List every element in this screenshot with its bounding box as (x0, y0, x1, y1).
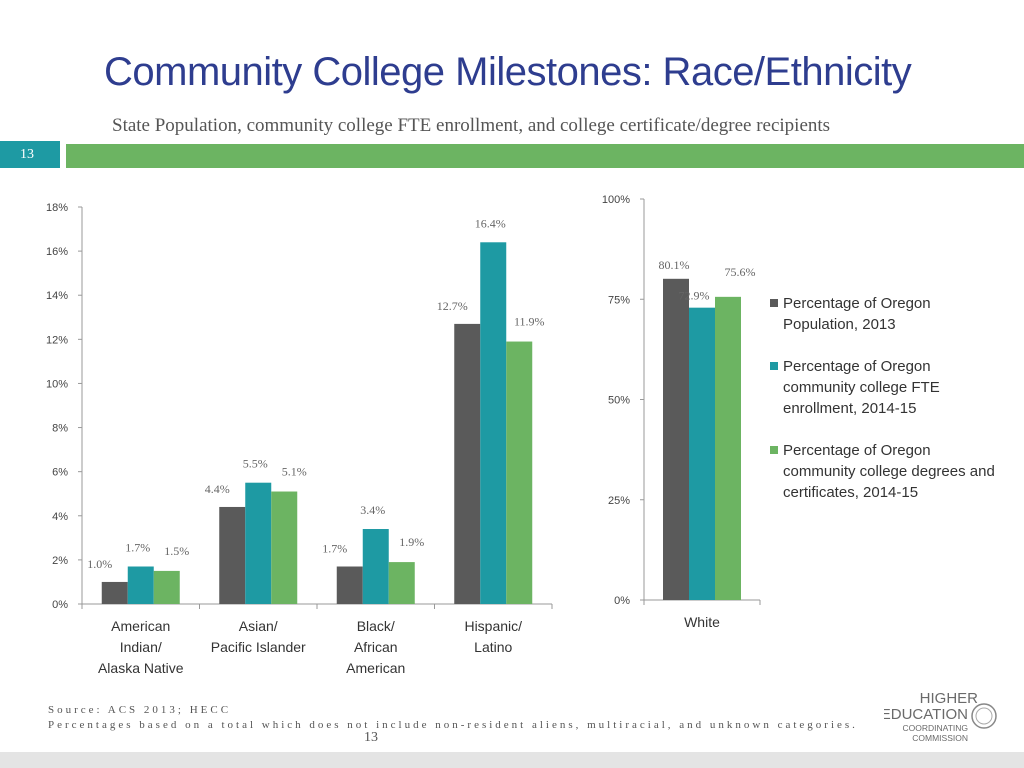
bar-population (336, 566, 363, 604)
y-tick-label: 12% (46, 334, 68, 346)
x-category-label: American (346, 660, 405, 676)
data-label: 1.9% (399, 535, 424, 549)
bar-enrollment (362, 529, 389, 604)
legend-swatch (770, 446, 778, 454)
footer-note: Percentages based on a total which does … (48, 719, 858, 731)
legend-label: Percentage of Oregon community college d… (783, 442, 995, 501)
page-title: Community College Milestones: Race/Ethni… (104, 50, 912, 94)
bar-population (454, 323, 481, 604)
legend-item-population: Percentage of Oregon Population, 2013 (770, 293, 1000, 335)
bar-enrollment (127, 566, 154, 604)
legend-label: Percentage of Oregon community college F… (783, 358, 940, 417)
page-subtitle: State Population, community college FTE … (112, 115, 831, 136)
bar-enrollment (480, 242, 507, 605)
bar-degrees (271, 491, 298, 604)
x-category-label: Indian/ (120, 639, 162, 655)
logo-line-2: EDUCATION (884, 706, 968, 723)
y-tick-label: 0% (52, 599, 68, 611)
bar-degrees (388, 562, 415, 604)
footer-notes: Source: ACS 2013; HECC Percentages based… (48, 703, 858, 733)
header-accent-bar (66, 144, 1024, 168)
data-label: 3.4% (360, 503, 385, 517)
y-tick-label: 8% (52, 423, 68, 435)
x-category-label: Black/ (357, 618, 395, 634)
legend-label: Percentage of Oregon Population, 2013 (783, 295, 931, 333)
data-label: 5.5% (243, 457, 268, 471)
slide-number-badge: 13 (0, 141, 60, 168)
logo-line-4: COMMISSION (912, 733, 968, 743)
x-category-label: Pacific Islander (211, 639, 306, 655)
data-label: 12.7% (437, 299, 468, 313)
bar-degrees (715, 296, 741, 600)
seal-icon (971, 703, 997, 729)
footer-source: Source: ACS 2013; HECC (48, 704, 232, 716)
y-tick-label: 16% (46, 246, 68, 258)
x-category-label: Asian/ (239, 618, 278, 634)
legend-item-enrollment: Percentage of Oregon community college F… (770, 356, 1000, 419)
x-category-label: Latino (474, 639, 512, 655)
bar-population (101, 581, 128, 604)
bar-population (663, 278, 689, 600)
y-tick-label: 4% (52, 511, 68, 523)
x-category-label: Hispanic/ (464, 618, 522, 634)
x-category-label: American (111, 618, 170, 634)
data-label: 1.5% (164, 544, 189, 558)
data-label: 5.1% (282, 465, 307, 479)
logo-line-1: HIGHER (920, 690, 979, 707)
seal-inner-icon (975, 707, 993, 725)
data-label: 72.9% (679, 289, 710, 303)
footer-page-number: 13 (364, 730, 378, 745)
y-tick-label: 2% (52, 555, 68, 567)
bar-degrees (506, 341, 533, 604)
legend-swatch (770, 299, 778, 307)
x-category-label: White (684, 614, 720, 630)
x-category-label: Alaska Native (98, 660, 184, 676)
y-tick-label: 100% (602, 194, 630, 206)
y-tick-label: 6% (52, 467, 68, 479)
data-label: 75.6% (725, 265, 756, 279)
bar-enrollment (245, 482, 272, 604)
chart-canvas: 0% 2% 4% 6% 8% 10% 12% 14% 16% 18% American Indian/… (46, 194, 761, 676)
y-tick-label: 0% (614, 595, 630, 607)
legend-swatch (770, 362, 778, 370)
bar-degrees (153, 570, 180, 604)
y-tick-label: 14% (46, 290, 68, 302)
bottom-strip (0, 752, 1024, 768)
y-tick-label: 10% (46, 378, 68, 390)
bar-population (219, 506, 246, 604)
bar-enrollment (689, 307, 715, 600)
y-tick-label: 18% (46, 202, 68, 214)
chart-legend: Percentage of Oregon Population, 2013 Per… (770, 293, 1000, 524)
logo-line-3: COORDINATING (903, 723, 968, 733)
data-label: 1.0% (87, 557, 112, 571)
y-tick-label: 50% (608, 395, 630, 407)
x-category-label: African (354, 639, 398, 655)
data-label: 80.1% (659, 258, 690, 272)
legend-item-degrees: Percentage of Oregon community college d… (770, 440, 1000, 503)
data-label: 11.9% (514, 315, 545, 329)
y-tick-label: 75% (608, 294, 630, 306)
data-label: 1.7% (322, 542, 347, 556)
data-label: 4.4% (205, 482, 230, 496)
hecc-logo: HIGHER EDUCATION COORDINATING COMMISSION (884, 690, 997, 743)
y-tick-label: 25% (608, 495, 630, 507)
data-label: 16.4% (475, 216, 506, 230)
data-label: 1.7% (125, 541, 150, 555)
